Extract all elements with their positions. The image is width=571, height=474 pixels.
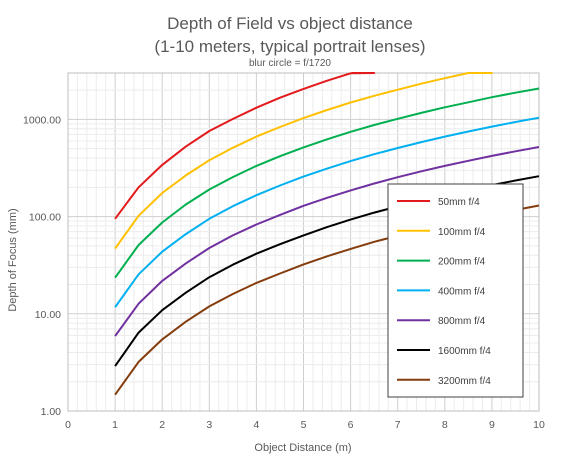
x-axis-title: Object Distance (m) (254, 442, 351, 454)
x-tick-label: 8 (442, 419, 448, 431)
series-line-200mm-f-4 (114, 87, 540, 279)
legend-label: 200mm f/4 (438, 257, 486, 268)
x-tick-label: 7 (395, 419, 401, 431)
series-line-400mm-f-4 (114, 116, 540, 308)
y-axis-title: Depth of Focus (mm) (7, 208, 19, 311)
x-tick-label: 6 (348, 419, 354, 431)
y-tick-label: 10.00 (35, 309, 61, 321)
x-tick-label: 4 (253, 419, 259, 431)
chart-subtitle: blur circle = f/1720 (249, 58, 331, 69)
x-tick-label: 5 (301, 419, 307, 431)
x-tick-label: 0 (65, 419, 71, 431)
chart-title-line-1: Depth of Field vs object distance (167, 14, 413, 33)
x-tick-label: 3 (206, 419, 212, 431)
series-line-100mm-f-4 (114, 72, 493, 250)
legend-label: 400mm f/4 (438, 286, 486, 297)
legend-label: 3200mm f/4 (438, 376, 491, 387)
legend-label: 50mm f/4 (438, 197, 480, 208)
x-tick-label: 2 (159, 419, 165, 431)
legend: 50mm f/4 100mm f/4 200mm f/4 400mm f/4 800mm… (387, 183, 524, 398)
legend-items: 50mm f/4 100mm f/4 200mm f/4 400mm f/4 800mm… (397, 197, 491, 387)
series-line-50mm-f-4 (114, 72, 376, 220)
legend-label: 1600mm f/4 (438, 346, 491, 357)
tick-labels: 0 1 2 3 4 5 6 7 8 9 10 1.00 10.00 100.00 1000.00 (23, 114, 545, 431)
x-tick-label: 10 (533, 419, 545, 431)
y-tick-label: 1000.00 (23, 114, 61, 126)
legend-label: 800mm f/4 (438, 316, 486, 327)
x-tick-label: 9 (489, 419, 495, 431)
chart-title-line-2: (1-10 meters, typical portrait lenses) (154, 37, 425, 56)
y-tick-label: 100.00 (29, 212, 61, 224)
y-tick-label: 1.00 (41, 406, 62, 418)
legend-label: 100mm f/4 (438, 227, 486, 238)
x-tick-label: 1 (112, 419, 118, 431)
plot-area (67, 72, 540, 412)
series-line-800mm-f-4 (114, 146, 540, 337)
